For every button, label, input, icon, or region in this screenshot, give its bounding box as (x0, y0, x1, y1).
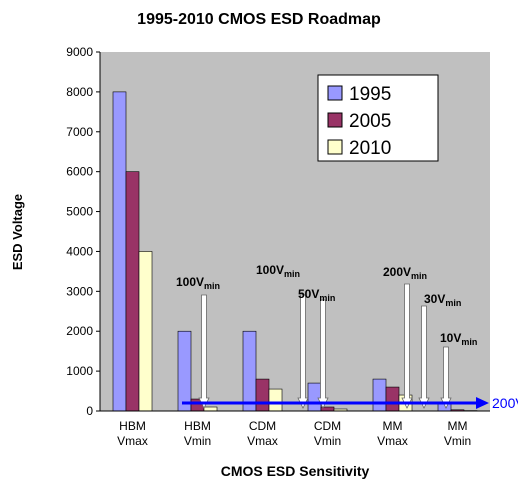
chart-title: 1995-2010 CMOS ESD Roadmap (137, 11, 381, 28)
y-axis-label: ESD Voltage (10, 194, 25, 270)
y-tick-label: 9000 (66, 45, 93, 59)
bar (203, 406, 218, 412)
x-axis-label: CMOS ESD Sensitivity (221, 463, 370, 479)
x-tick-label: CDM Vmax (247, 419, 278, 448)
bar (177, 330, 192, 412)
annotation-subscript: min (319, 293, 335, 303)
y-tick-label: 1000 (66, 364, 93, 378)
x-tick-label: HBM Vmax (117, 419, 148, 448)
annotation: 200Vmin (383, 265, 427, 281)
annotation: 10Vmin (440, 331, 477, 347)
bar (385, 386, 400, 412)
annotation-text: 30V (424, 292, 445, 306)
annotation-text: 100V (256, 263, 284, 277)
bar (112, 91, 127, 412)
y-tick-label: 6000 (66, 165, 93, 179)
annotation: 100Vmin (176, 275, 220, 291)
x-tick-label: MM Vmin (443, 419, 472, 448)
x-tick-label: MM Vmax (377, 419, 408, 448)
annotation-text: 50V (298, 287, 319, 301)
legend-swatch (327, 85, 343, 101)
y-tick-label: 2000 (66, 324, 93, 338)
annotation: 30Vmin (424, 292, 461, 308)
y-tick-label: 5000 (66, 205, 93, 219)
bar (125, 171, 140, 412)
y-tick-label: 3000 (66, 284, 93, 298)
annotation-subscript: min (411, 271, 427, 281)
bar (307, 382, 322, 412)
annotation-subscript: min (204, 281, 220, 291)
bar (138, 251, 153, 412)
bar (372, 378, 387, 412)
y-tick-label: 7000 (66, 125, 93, 139)
annotation-text: 10V (440, 331, 461, 345)
x-tick-label: CDM Vmin (313, 419, 342, 448)
bar (268, 388, 283, 412)
reference-label: 200V (492, 395, 518, 411)
annotation-subscript: min (284, 269, 300, 279)
y-tick-label: 4000 (66, 244, 93, 258)
legend-label: 2010 (349, 138, 391, 159)
legend: 1995 2005 2010 (317, 74, 439, 162)
legend-swatch (327, 139, 343, 155)
bar (242, 330, 257, 412)
annotation-subscript: min (445, 298, 461, 308)
annotation-subscript: min (461, 337, 477, 347)
reference-arrowhead (476, 397, 489, 410)
annotation-text: 100V (176, 275, 204, 289)
annotation: 100Vmin (256, 263, 300, 279)
y-tick-label: 0 (86, 404, 93, 418)
legend-swatch (327, 112, 343, 128)
annotation: 50Vmin (298, 287, 335, 303)
bar (255, 378, 270, 412)
legend-label: 2005 (349, 111, 391, 132)
annotation-text: 200V (383, 265, 411, 279)
y-tick-label: 8000 (66, 85, 93, 99)
x-tick-label: HBM Vmin (183, 419, 212, 448)
legend-label: 1995 (349, 84, 391, 105)
